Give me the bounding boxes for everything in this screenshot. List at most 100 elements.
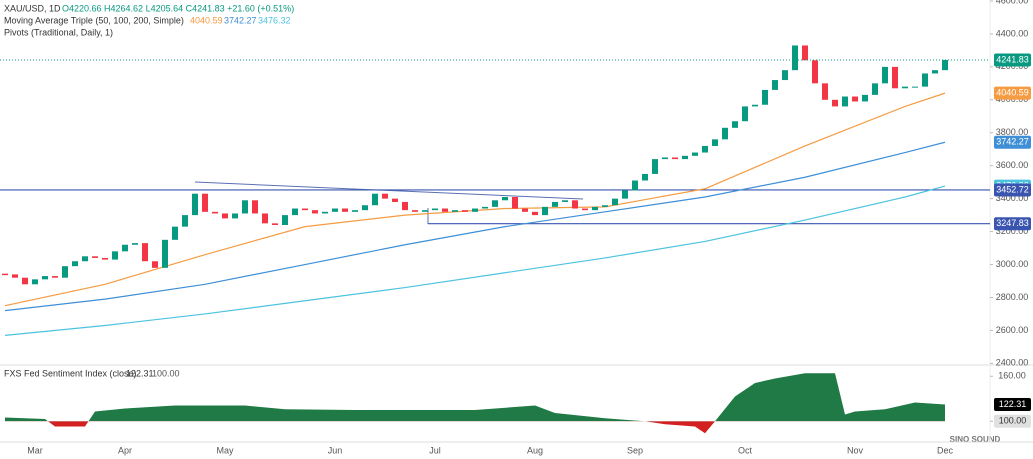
candle: [932, 70, 938, 74]
price-badge: [994, 53, 1031, 67]
x-tick-label: Aug: [527, 445, 543, 455]
price-badge-label: 3247.83: [996, 218, 1029, 228]
candle: [542, 206, 548, 216]
candle: [662, 157, 668, 160]
price-badge: [994, 135, 1031, 149]
candle: [182, 215, 188, 227]
price-badge-label: 3742.27: [996, 137, 1029, 147]
ma-line: [4, 92, 946, 307]
candle: [622, 190, 628, 199]
candle: [72, 261, 78, 267]
price-badge-label: 4241.83: [996, 54, 1029, 64]
candle: [442, 208, 448, 212]
candle: [142, 243, 148, 262]
candle: [852, 96, 858, 102]
candle: [882, 66, 888, 84]
price-badge: [994, 183, 1031, 197]
candle: [822, 83, 828, 100]
candle: [652, 159, 658, 174]
candle: [792, 45, 798, 71]
candle: [262, 213, 268, 224]
legend-ohlc: O4220.66 H4264.62 L4205.64 C4241.83 +21.…: [62, 3, 294, 13]
candle: [572, 200, 578, 209]
candle: [712, 139, 718, 146]
candle: [472, 208, 478, 212]
y-tick-label: 3000.00: [996, 259, 1029, 269]
candle: [302, 208, 308, 211]
legend-pivots: Pivots (Traditional, Daily, 1): [4, 27, 113, 37]
candle: [812, 60, 818, 84]
x-tick-label: Sep: [627, 445, 643, 455]
candle: [922, 73, 928, 87]
candle: [242, 200, 248, 214]
candle: [682, 155, 688, 160]
candle: [112, 251, 118, 260]
candle: [372, 193, 378, 206]
candle: [692, 152, 698, 156]
candle: [672, 157, 678, 160]
y-tick-label: 3600.00: [996, 160, 1029, 170]
y-tick-label: 3200.00: [996, 226, 1029, 236]
candle: [892, 66, 898, 89]
candle: [152, 261, 158, 268]
candle: [212, 211, 218, 214]
candle: [722, 127, 728, 140]
candle: [422, 210, 428, 212]
ma-line: [4, 141, 946, 312]
candle: [92, 256, 98, 258]
candle: [522, 208, 528, 212]
candle: [502, 196, 508, 201]
price-badge: [994, 86, 1031, 100]
candle: [582, 208, 588, 211]
candle: [322, 211, 328, 214]
candle: [832, 99, 838, 107]
candle: [902, 86, 908, 89]
candle: [512, 196, 518, 209]
candle: [592, 206, 598, 211]
candle: [32, 279, 38, 285]
candle: [552, 201, 558, 207]
candle: [132, 243, 138, 245]
x-tick-label: Oct: [738, 445, 753, 455]
candle: [862, 94, 868, 102]
legend-value: 122.31: [126, 368, 154, 378]
candle: [172, 226, 178, 240]
y-tick-label: 2600.00: [996, 325, 1029, 335]
candle: [202, 193, 208, 212]
candle: [102, 257, 108, 260]
candle: [462, 210, 468, 212]
x-tick-label: Apr: [118, 445, 132, 455]
price-badge-label: 4040.59: [996, 88, 1029, 98]
candle: [732, 121, 738, 128]
y-tick-label: 2800.00: [996, 292, 1029, 302]
candle: [452, 210, 458, 212]
candle: [362, 205, 368, 211]
legend-value: 100.00: [152, 368, 180, 378]
candle: [52, 276, 58, 278]
candle: [382, 193, 388, 199]
legend-ma: Moving Average Triple (50, 100, 200, Sim…: [4, 15, 184, 25]
candle: [762, 89, 768, 105]
candle: [62, 266, 68, 278]
candle: [162, 239, 168, 268]
price-badge-label: 122.31: [999, 399, 1027, 409]
candle: [402, 201, 408, 211]
candle: [912, 86, 918, 88]
candle: [342, 208, 348, 212]
y-tick-label: 2400.00: [996, 358, 1029, 368]
price-badge: [994, 414, 1031, 428]
candle: [642, 173, 648, 181]
candle: [742, 106, 748, 122]
y-tick-label: 4400.00: [996, 28, 1029, 38]
candle: [492, 200, 498, 207]
candle: [392, 198, 398, 202]
candle: [612, 198, 618, 206]
candle: [562, 200, 568, 202]
candle: [412, 210, 418, 212]
y-tick-label: 3800.00: [996, 127, 1029, 137]
sentiment-title: FXS Fed Sentiment Index (close): [4, 368, 137, 378]
candle: [432, 208, 438, 211]
y-tick-label: 160.00: [998, 371, 1026, 381]
candle: [122, 244, 128, 252]
